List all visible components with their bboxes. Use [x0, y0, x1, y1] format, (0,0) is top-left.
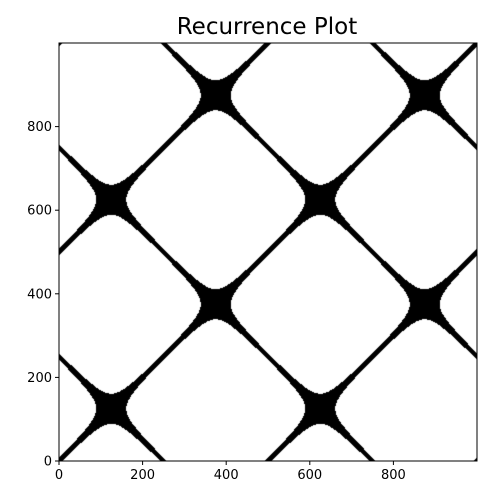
- chart-title: Recurrence Plot: [177, 14, 358, 40]
- plot-frame: [58, 42, 478, 462]
- x-tick-label: 0: [55, 468, 63, 483]
- y-axis: 0 200 400 600 800: [27, 120, 59, 470]
- x-tick-label: 200: [130, 468, 155, 483]
- y-tick-label: 600: [27, 204, 52, 219]
- x-tick-label: 800: [381, 468, 406, 483]
- x-tick-label: 600: [297, 468, 322, 483]
- y-tick-label: 200: [27, 371, 52, 386]
- x-axis: 0 200 400 600 800: [55, 461, 406, 483]
- recurrence-heatmap: [59, 43, 477, 461]
- y-tick-label: 800: [27, 120, 52, 135]
- y-tick-label: 0: [44, 455, 52, 470]
- plot-area: [58, 42, 478, 462]
- x-tick-label: 400: [214, 468, 239, 483]
- y-tick-label: 400: [27, 287, 52, 302]
